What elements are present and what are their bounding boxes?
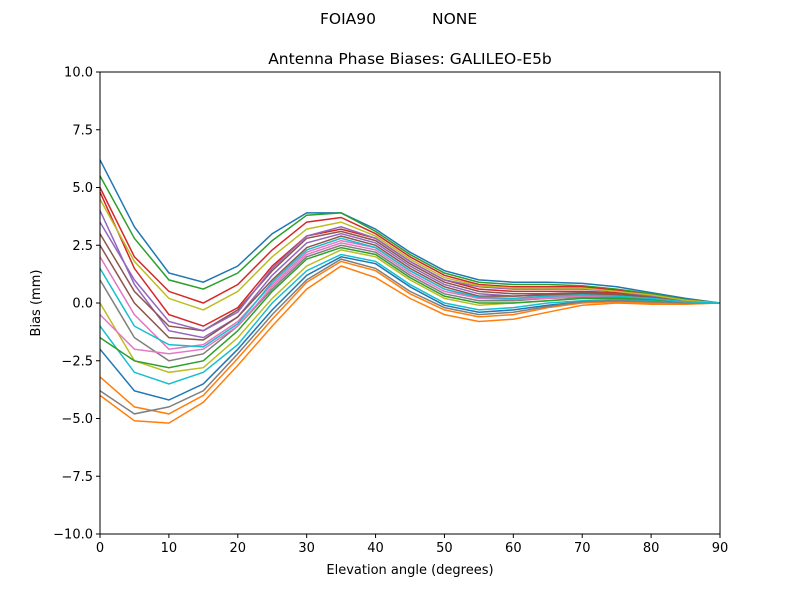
x-tick-label: 40: [367, 541, 384, 556]
x-tick: 70: [574, 534, 591, 556]
series-line-10: [99, 253, 720, 385]
y-axis: −10.0 −7.5 −5.0 −2.5 0.0 2.5 5.0 7.5 10.0: [53, 66, 100, 543]
series-line-13: [99, 246, 721, 369]
series-line-19: [99, 198, 721, 311]
x-tick-label: 20: [230, 541, 247, 556]
y-tick-label: −10.0: [53, 528, 93, 543]
suptitle-left: FOIA90: [320, 10, 376, 28]
y-tick-label: −2.5: [61, 354, 93, 369]
y-tick-label: −7.5: [61, 470, 93, 485]
x-tick-label: 80: [643, 541, 660, 556]
y-tick-label: 0.0: [72, 297, 93, 312]
series-line-2: [99, 265, 721, 424]
x-tick: 60: [505, 534, 522, 556]
x-axis-label: Elevation angle (degrees): [326, 563, 493, 578]
y-tick: −10.0: [53, 528, 100, 543]
series-line-6: [99, 230, 721, 332]
y-tick: 5.0: [72, 181, 100, 196]
series-line-1: [99, 159, 721, 304]
y-tick-label: 10.0: [64, 66, 93, 81]
y-axis-label: Bias (mm): [29, 270, 44, 337]
y-tick: −2.5: [61, 354, 100, 369]
y-tick: −7.5: [61, 470, 100, 485]
y-tick-label: 2.5: [72, 239, 93, 254]
x-tick-label: 60: [505, 541, 522, 556]
series-line-18: [99, 258, 720, 415]
y-tick: −5.0: [61, 412, 100, 427]
chart-title: Antenna Phase Biases: GALILEO-E5b: [268, 50, 552, 68]
series-lines: [99, 159, 721, 424]
x-axis: 0 10 20 30 40 50 60 70 80 90: [96, 534, 728, 556]
x-tick: 0: [96, 534, 104, 556]
x-tick-label: 50: [436, 541, 453, 556]
y-tick-label: 5.0: [72, 181, 93, 196]
series-line-14: [99, 187, 721, 304]
series-line-5: [99, 210, 721, 339]
y-tick: 0.0: [72, 297, 100, 312]
y-tick: 10.0: [64, 66, 100, 81]
y-tick: 2.5: [72, 239, 100, 254]
x-tick: 30: [298, 534, 315, 556]
x-tick-label: 70: [574, 541, 591, 556]
x-tick-label: 10: [161, 541, 178, 556]
x-tick: 20: [230, 534, 247, 556]
series-line-15: [99, 221, 721, 332]
x-tick: 10: [161, 534, 178, 556]
y-tick-label: −5.0: [61, 412, 93, 427]
x-tick: 90: [712, 534, 729, 556]
series-line-16: [99, 235, 721, 341]
series-line-20: [99, 237, 721, 348]
y-tick-label: 7.5: [72, 123, 93, 138]
x-tick: 80: [643, 534, 660, 556]
x-tick: 50: [436, 534, 453, 556]
x-tick-label: 90: [712, 541, 729, 556]
x-tick-label: 0: [96, 541, 104, 556]
y-tick: 7.5: [72, 123, 100, 138]
x-tick-label: 30: [298, 541, 315, 556]
suptitle-right: NONE: [432, 10, 477, 28]
series-line-8: [99, 244, 721, 362]
x-tick: 40: [367, 534, 384, 556]
series-line-3: [99, 175, 721, 304]
series-line-12: [99, 260, 721, 415]
